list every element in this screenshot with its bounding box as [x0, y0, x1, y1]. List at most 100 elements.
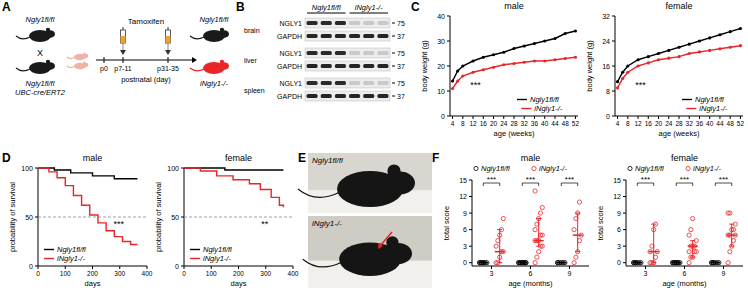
x-tick-label: 48 — [727, 120, 735, 127]
chart-line: male010203040481216202428323640444852bod… — [420, 1, 579, 138]
data-point — [708, 49, 711, 52]
x-tick — [740, 116, 741, 119]
timeline-label: postnatal (day) — [121, 75, 171, 84]
y-tick — [447, 41, 450, 42]
legend: Ngly1fl/fliNgly1-/- — [682, 95, 728, 113]
x-tick-label: 28 — [675, 120, 683, 127]
blot-band — [335, 34, 346, 38]
legend: Ngly1fl/fliNgly1-/- — [190, 245, 232, 263]
data-point — [574, 56, 577, 59]
data-point — [698, 39, 701, 42]
blot-strip — [305, 48, 390, 58]
data-point — [687, 233, 691, 237]
x-tick-label: 12 — [469, 120, 477, 127]
x-tick — [565, 116, 566, 119]
plot-area — [451, 29, 577, 90]
data-point — [451, 79, 454, 82]
mouse-icon — [16, 28, 55, 42]
y-tick-label: 40 — [437, 13, 445, 20]
y-axis-label: probability of survival — [8, 182, 17, 252]
plot-area — [632, 211, 738, 265]
mw-dash — [392, 23, 395, 24]
x-tick — [719, 116, 720, 119]
median-line — [688, 245, 698, 247]
timeline-tick — [168, 57, 169, 63]
annotation: *** — [635, 80, 646, 90]
error-bar — [653, 224, 654, 263]
legend-label: Ngly1fl/fl — [530, 95, 559, 104]
annotation: ** — [261, 219, 269, 229]
x-tick — [617, 116, 618, 119]
legend-label: Ngly1fl/fl — [203, 245, 232, 254]
error-cap — [690, 257, 695, 258]
syringe-needle — [168, 43, 169, 50]
data-point — [533, 261, 537, 265]
blot-band — [307, 51, 318, 55]
syringe-fluid — [166, 36, 171, 43]
data-point — [471, 71, 474, 74]
chart-title: male — [521, 153, 541, 163]
syringe-needle — [123, 43, 124, 50]
tissue-label: brain — [244, 27, 260, 34]
y-tick-label: 3 — [463, 243, 467, 250]
photo-arrow — [380, 232, 392, 246]
data-point — [577, 200, 581, 204]
group-bar — [350, 13, 389, 14]
mw-dash — [392, 66, 395, 67]
error-bar — [692, 241, 693, 258]
blot-band — [335, 64, 346, 68]
legend-label: Ngly1fl/fl — [695, 95, 724, 104]
x-tick-label: 9 — [568, 270, 572, 277]
x-tick-label: 200 — [87, 270, 98, 277]
mouse-ear — [46, 60, 50, 64]
y-axis-line — [626, 180, 627, 266]
tissue-label: spleen — [244, 87, 265, 95]
reference-line — [184, 217, 293, 218]
blot-band — [349, 51, 360, 55]
chart-title: female — [225, 153, 252, 163]
mouse-tail — [303, 259, 342, 267]
x-tick — [544, 116, 545, 119]
blot-band — [307, 81, 318, 85]
legend-label: Ngly1fl/fl — [57, 245, 86, 254]
x-tick — [184, 266, 185, 269]
timeline — [96, 60, 193, 61]
data-point — [540, 205, 544, 209]
legend-label: Ngly1fl/fl — [635, 164, 664, 173]
series-line — [38, 168, 137, 244]
blot-band — [335, 21, 346, 25]
chart-dot: female03691215369total scoreage (months)… — [596, 153, 743, 288]
x-tick — [462, 116, 463, 119]
y-tick — [469, 213, 472, 214]
mouse-ear — [83, 52, 85, 54]
y-tick — [469, 229, 472, 230]
data-point — [688, 43, 691, 46]
photo — [308, 153, 432, 213]
blot-strip — [305, 61, 390, 71]
genotype-label: UBC-cre/ERT2 — [15, 88, 66, 97]
y-tick — [623, 196, 626, 197]
blot-band — [321, 51, 332, 55]
chart-title: male — [83, 153, 103, 163]
chart-title: female — [671, 153, 698, 163]
mouse-ear — [46, 28, 50, 32]
data-point — [621, 71, 624, 74]
mouse-icon — [298, 164, 415, 207]
legend-marker — [532, 166, 536, 170]
legend: Ngly1fl/fliNgly1-/- — [474, 164, 568, 173]
x-tick-label: 4 — [616, 120, 620, 127]
blot-band — [349, 34, 360, 38]
mouse-icon — [190, 60, 229, 74]
x-tick-label: 12 — [634, 120, 642, 127]
data-point — [729, 46, 732, 49]
blot-band — [321, 64, 332, 68]
y-tick-label: 100 — [21, 165, 33, 172]
data-point — [621, 77, 624, 80]
data-point — [572, 228, 576, 232]
timepoint-label: p0 — [100, 65, 108, 73]
data-point — [728, 211, 732, 215]
annotation: *** — [113, 219, 124, 229]
mouse-icon — [16, 60, 55, 74]
x-tick — [514, 116, 515, 119]
mw-label: 75 — [397, 80, 405, 87]
